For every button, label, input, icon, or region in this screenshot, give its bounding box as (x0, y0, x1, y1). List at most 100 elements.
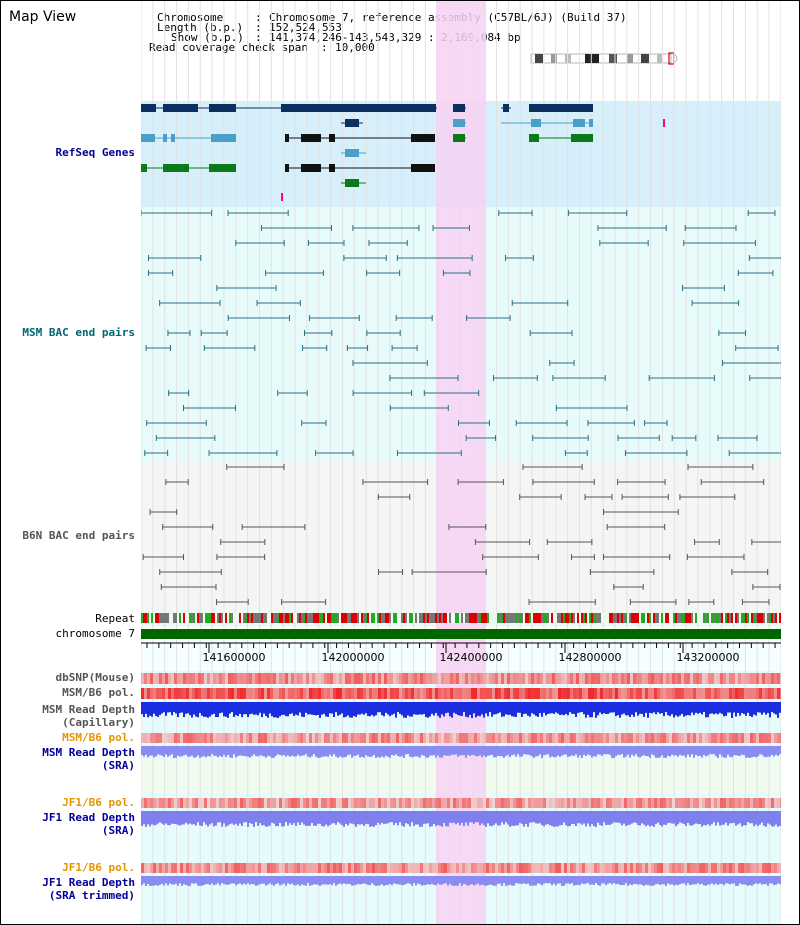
b6n-bac-track[interactable] (142, 464, 781, 605)
depth-bar (427, 702, 429, 718)
depth-bar (729, 702, 731, 713)
depth-bar (185, 876, 187, 885)
depth-bar (265, 811, 267, 827)
heatmap-cell (390, 733, 393, 743)
heatmap-cell (411, 673, 414, 684)
heatmap-cell (777, 733, 780, 743)
msm-bac-track[interactable] (141, 210, 781, 456)
jf1-read-depth-sra-label[interactable]: JF1 Read Depth (42, 811, 135, 824)
repeat-segment (305, 613, 307, 623)
depth-bar (685, 746, 687, 758)
msm-b6-pol-label[interactable]: MSM/B6 pol. (62, 686, 135, 699)
heatmap-cell (198, 733, 201, 743)
repeat-segment (341, 613, 343, 623)
jf1-b6-pol-2-label[interactable]: JF1/B6 pol. (62, 861, 135, 874)
depth-bar (271, 876, 273, 885)
depth-bar (181, 702, 183, 713)
heatmap-cell (213, 733, 216, 743)
heatmap-cell (771, 798, 774, 808)
jf1-read-depth-trimmed-label[interactable]: JF1 Read Depth (42, 876, 135, 889)
depth-bar (427, 746, 429, 758)
msm-b6-pol-sra-label[interactable]: MSM/B6 pol. (62, 731, 135, 744)
depth-bar (583, 811, 585, 824)
depth-bar (323, 702, 325, 714)
depth-bar (543, 876, 545, 884)
repeat-segment (187, 613, 189, 623)
depth-bar (755, 811, 757, 825)
depth-bar (523, 702, 525, 714)
heatmap-cell (393, 863, 396, 873)
repeat-segment (467, 613, 469, 623)
jf1-b6-pol-label[interactable]: JF1/B6 pol. (62, 796, 135, 809)
msm-bac-label[interactable]: MSM BAC end pairs (22, 326, 135, 339)
depth-bar (651, 702, 653, 714)
depth-bar (633, 746, 635, 757)
depth-bar (521, 811, 523, 824)
depth-bar (659, 876, 661, 885)
depth-bar (657, 811, 659, 823)
depth-bar (617, 811, 619, 823)
repeat-segment (291, 613, 293, 623)
msm-read-depth-capillary-label[interactable]: MSM Read Depth (42, 703, 135, 716)
highlight-region[interactable] (436, 1, 486, 925)
depth-bar (727, 702, 729, 713)
depth-bar (251, 876, 253, 884)
heatmap-cell (258, 673, 261, 684)
depth-bar (179, 811, 181, 826)
depth-bar (745, 746, 747, 758)
depth-bar (707, 746, 709, 756)
repeat-segment (289, 613, 291, 623)
depth-bar (243, 811, 245, 823)
depth-bar (213, 811, 215, 827)
heatmap-cell (288, 798, 291, 808)
depth-bar (449, 876, 451, 884)
heatmap-cell (501, 798, 504, 808)
depth-bar (545, 811, 547, 825)
depth-bar (159, 702, 161, 715)
heatmap-cell (141, 798, 144, 808)
heatmap-cell (498, 733, 501, 743)
heatmap-cell (465, 733, 468, 743)
depth-bar (755, 876, 757, 884)
depth-bar (539, 811, 541, 824)
heatmap-cell (399, 688, 402, 699)
genome-track-canvas[interactable]: 141600000 142000000 142400000 142800000 1432… (141, 1, 781, 925)
dbsnp-label[interactable]: dbSNP(Mouse) (55, 671, 135, 684)
heatmap-cell (399, 798, 402, 808)
heatmap-cell (753, 673, 756, 684)
refseq-genes-label[interactable]: RefSeq Genes (55, 146, 135, 159)
heatmap-cell (207, 673, 210, 684)
depth-bar (711, 876, 713, 884)
heatmap-cell (525, 798, 528, 808)
repeat-segment (149, 613, 151, 623)
depth-bar (317, 876, 319, 885)
msm-read-depth-sra-label[interactable]: MSM Read Depth (42, 746, 135, 759)
heatmap-cell (177, 733, 180, 743)
depth-bar (709, 876, 711, 885)
heatmap-cell (333, 733, 336, 743)
depth-bar (679, 746, 681, 755)
heatmap-cell (648, 733, 651, 743)
depth-bar (713, 876, 715, 885)
heatmap-cell (558, 688, 561, 699)
depth-bar (395, 876, 397, 884)
depth-bar (713, 746, 715, 755)
heatmap-cell (705, 673, 708, 684)
heatmap-cell (417, 798, 420, 808)
depth-bar (183, 811, 185, 825)
depth-bar (277, 876, 279, 884)
heatmap-cell (249, 798, 252, 808)
heatmap-cell (723, 673, 726, 684)
heatmap-cell (522, 863, 525, 873)
heatmap-cell (663, 798, 666, 808)
refseq-genes-track[interactable] (141, 104, 665, 201)
heatmap-cell (342, 798, 345, 808)
b6n-bac-label[interactable]: B6N BAC end pairs (22, 529, 135, 542)
repeat-segment (729, 613, 731, 623)
repeat-segment (203, 613, 205, 623)
depth-bar (417, 811, 419, 825)
gene-exon (529, 134, 539, 142)
heatmap-cell (207, 863, 210, 873)
heatmap-cell (549, 733, 552, 743)
depth-bar (777, 876, 779, 884)
